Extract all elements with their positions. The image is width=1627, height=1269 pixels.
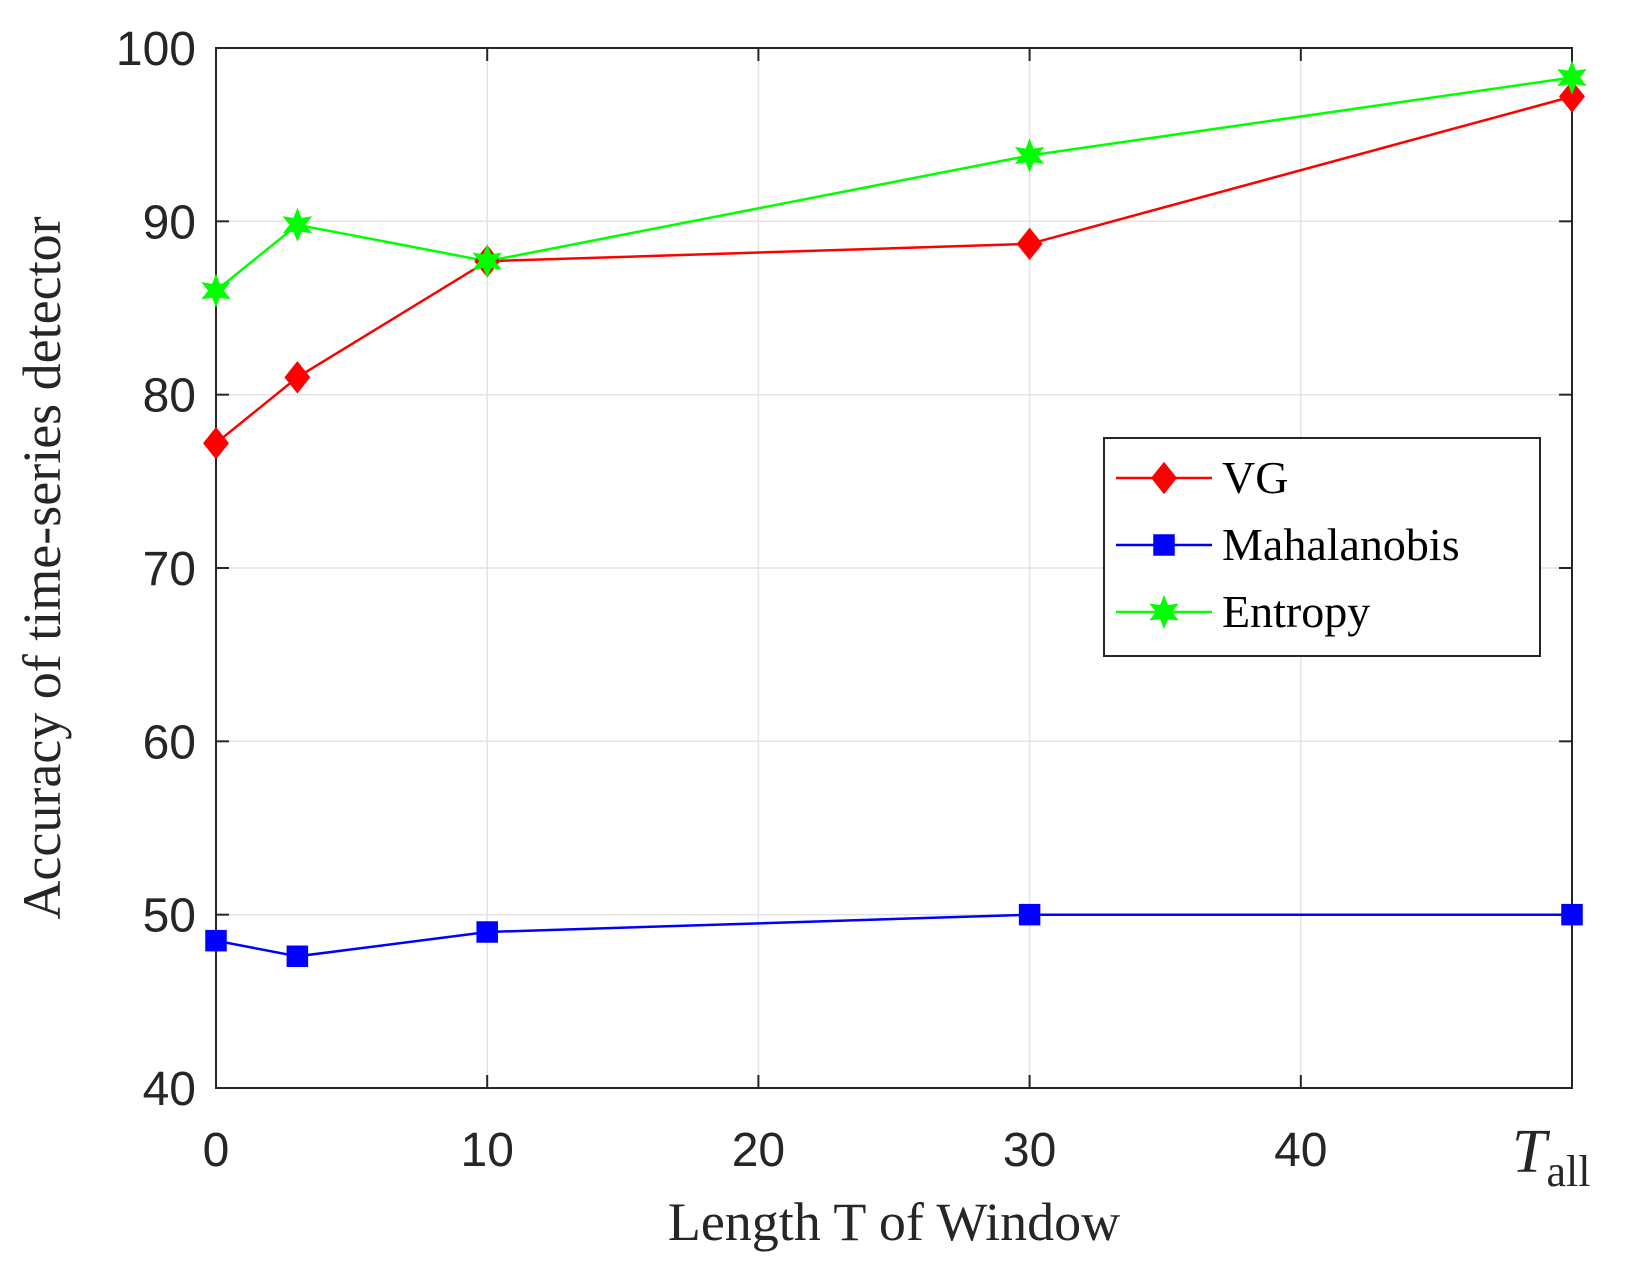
y-tick-label: 60: [143, 716, 196, 769]
x-tick-label-tall: Tall: [1512, 1118, 1590, 1196]
data-point-vg: [1016, 227, 1043, 261]
data-point-vg: [284, 361, 311, 394]
x-tick-label: 30: [1003, 1124, 1056, 1177]
series-line-mahalanobis: [215, 913, 1572, 958]
data-point-entropy: [1014, 138, 1045, 173]
series-line-entropy: [215, 76, 1573, 292]
y-tick-label: 50: [143, 890, 196, 943]
data-point-mahalanobis: [476, 921, 498, 943]
legend: VG Mahalanobis Entropy: [1103, 437, 1541, 657]
x-tick-label: 0: [203, 1124, 230, 1177]
data-point-entropy: [1557, 60, 1587, 95]
grid: [216, 48, 1572, 1088]
data-point-vg: [1559, 80, 1585, 113]
y-axis-label: Accuracy of time-series detector: [12, 216, 72, 919]
data-point-vg: [203, 426, 229, 460]
legend-marker-entropy: [1149, 594, 1179, 630]
tick-labels: 0 10 20 30 40 40 50 60 70 80 90 100: [116, 23, 1328, 1177]
x-tick-label: 20: [732, 1124, 785, 1177]
y-tick-label: 100: [116, 23, 196, 76]
data-point-entropy: [472, 244, 502, 279]
series-markers: [201, 60, 1587, 968]
legend-entries: VG Mahalanobis Entropy: [1116, 452, 1460, 637]
data-point-entropy: [282, 207, 313, 242]
legend-marker-vg: [1151, 461, 1177, 495]
x-tick-label: 40: [1274, 1124, 1327, 1177]
series-line-vg: [215, 95, 1573, 445]
y-tick-label: 90: [143, 196, 196, 249]
x-tick-label: 10: [461, 1124, 514, 1177]
data-point-mahalanobis: [205, 929, 227, 952]
tick-marks: [215, 47, 1573, 1089]
legend-marker-mahalanobis: [1153, 534, 1175, 556]
y-tick-label: 80: [143, 370, 196, 423]
legend-label-vg: VG: [1222, 452, 1288, 503]
data-point-mahalanobis: [1561, 903, 1583, 926]
legend-label-entropy: Entropy: [1222, 586, 1370, 637]
data-point-mahalanobis: [286, 945, 309, 968]
data-point-mahalanobis: [1018, 903, 1041, 926]
y-tick-label: 70: [143, 543, 196, 596]
data-point-entropy: [201, 273, 231, 308]
x-axis-label: Length T of Window: [668, 1192, 1120, 1252]
legend-label-mahalanobis: Mahalanobis: [1222, 519, 1460, 570]
y-tick-label: 40: [143, 1063, 196, 1116]
